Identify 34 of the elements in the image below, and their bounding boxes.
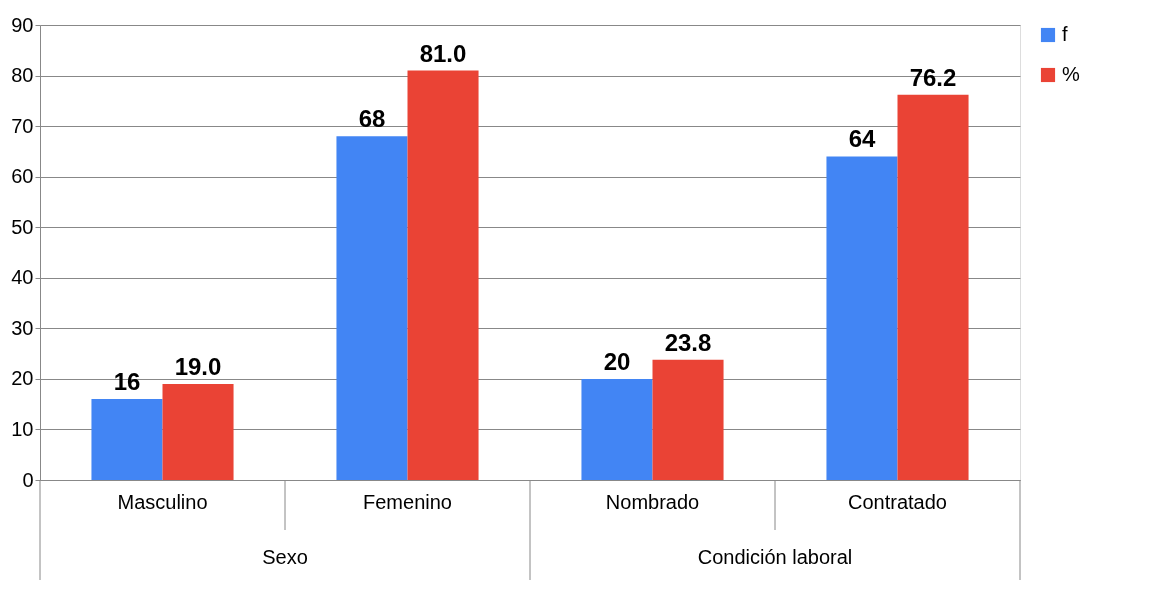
bar — [162, 383, 234, 480]
data-label: 81.0 — [419, 39, 467, 67]
bar — [826, 156, 898, 480]
x-tick-label: Femenino — [363, 490, 452, 513]
data-label: 19.0 — [174, 352, 222, 380]
data-label: 68 — [358, 105, 386, 133]
data-label: 16 — [113, 368, 141, 396]
x-tick-label: Nombrado — [605, 490, 700, 513]
y-tick-label: 40 — [11, 266, 34, 289]
y-tick-label: 20 — [11, 367, 34, 390]
y-tick-label: 80 — [11, 64, 34, 87]
x-tick-label: Contratado — [848, 490, 947, 513]
bar — [91, 399, 163, 480]
text: Sexo — [262, 546, 308, 568]
bar — [407, 70, 479, 480]
bar — [897, 94, 969, 480]
bar — [581, 378, 653, 480]
bar — [652, 359, 724, 480]
y-tick-label: 90 — [11, 13, 34, 36]
legend-label: f — [1062, 23, 1068, 45]
y-tick-label: 30 — [11, 316, 34, 339]
text: Condición laboral — [697, 546, 853, 568]
y-tick-label: 10 — [11, 417, 34, 440]
y-tick-label: 70 — [11, 114, 34, 137]
data-label: 20 — [603, 347, 631, 375]
y-tick-label: 50 — [11, 215, 34, 238]
data-label: 23.8 — [664, 328, 712, 356]
legend-label: % — [1062, 63, 1080, 85]
x-tick-label: Masculino — [117, 490, 208, 513]
data-label: 76.2 — [909, 63, 957, 91]
bar — [336, 136, 408, 480]
y-tick-label: 60 — [11, 165, 34, 188]
data-label: 64 — [848, 125, 876, 153]
y-tick-label: 0 — [22, 468, 34, 491]
